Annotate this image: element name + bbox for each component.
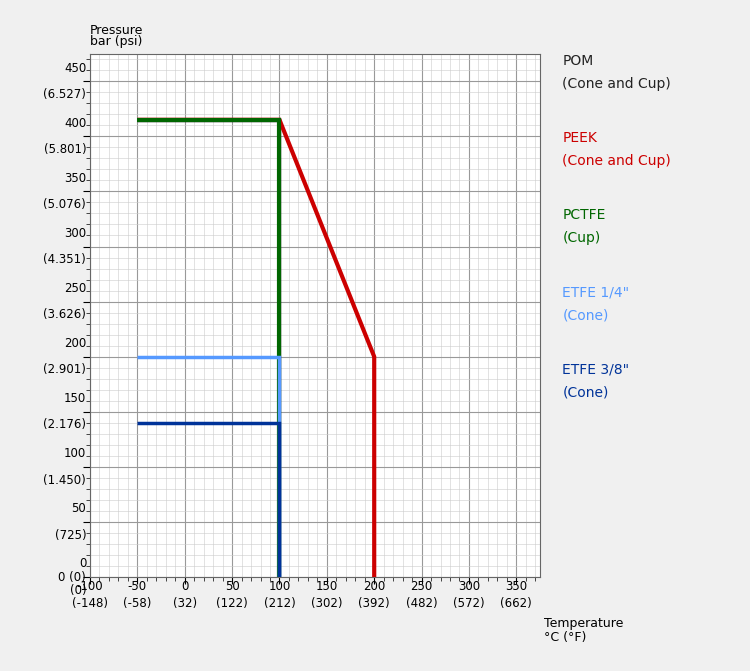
Text: 450: 450 xyxy=(64,62,86,74)
Text: ETFE 1/4": ETFE 1/4" xyxy=(562,285,630,299)
Text: (5.801): (5.801) xyxy=(44,143,86,156)
Text: (212): (212) xyxy=(263,597,296,610)
Text: (Cone): (Cone) xyxy=(562,386,609,400)
Text: 350: 350 xyxy=(506,580,527,593)
Text: (Cup): (Cup) xyxy=(562,231,601,246)
Text: 100: 100 xyxy=(64,447,86,460)
Text: (32): (32) xyxy=(172,597,196,610)
Text: (-148): (-148) xyxy=(72,597,108,610)
Text: Pressure: Pressure xyxy=(90,24,143,37)
Text: (3.626): (3.626) xyxy=(44,308,86,321)
Text: -100: -100 xyxy=(76,580,104,593)
Text: (-58): (-58) xyxy=(123,597,152,610)
Text: °C (°F): °C (°F) xyxy=(544,631,586,643)
Text: 200: 200 xyxy=(363,580,386,593)
Text: (392): (392) xyxy=(358,597,390,610)
Text: PCTFE: PCTFE xyxy=(562,208,606,222)
Text: (4.351): (4.351) xyxy=(44,253,86,266)
Text: 50: 50 xyxy=(225,580,239,593)
Text: -50: -50 xyxy=(128,580,147,593)
Text: (0): (0) xyxy=(70,584,86,597)
Text: 200: 200 xyxy=(64,337,86,350)
Text: bar (psi): bar (psi) xyxy=(90,36,142,48)
Text: (Cone and Cup): (Cone and Cup) xyxy=(562,77,671,91)
Text: POM: POM xyxy=(562,54,594,68)
Text: (5.076): (5.076) xyxy=(44,198,86,211)
Text: 0: 0 xyxy=(181,580,188,593)
Text: (2.901): (2.901) xyxy=(44,364,86,376)
Text: 300: 300 xyxy=(64,227,86,240)
Text: 150: 150 xyxy=(64,392,86,405)
Text: (2.176): (2.176) xyxy=(44,419,86,431)
Text: ETFE 3/8": ETFE 3/8" xyxy=(562,362,630,376)
Text: 0 (0): 0 (0) xyxy=(58,570,86,584)
Text: (1.450): (1.450) xyxy=(44,474,86,486)
Text: (725): (725) xyxy=(55,529,86,541)
Text: 400: 400 xyxy=(64,117,86,130)
Text: 250: 250 xyxy=(64,282,86,295)
Text: 150: 150 xyxy=(316,580,338,593)
Text: 350: 350 xyxy=(64,172,86,185)
Text: (122): (122) xyxy=(216,597,248,610)
Text: 50: 50 xyxy=(71,503,86,515)
Text: (6.527): (6.527) xyxy=(44,88,86,101)
Text: Temperature: Temperature xyxy=(544,617,623,630)
Text: 0: 0 xyxy=(79,558,86,570)
Text: 100: 100 xyxy=(268,580,290,593)
Text: (482): (482) xyxy=(406,597,437,610)
Text: (572): (572) xyxy=(453,597,484,610)
Text: 300: 300 xyxy=(458,580,480,593)
Text: (662): (662) xyxy=(500,597,532,610)
Text: PEEK: PEEK xyxy=(562,131,597,145)
Text: 250: 250 xyxy=(410,580,433,593)
Text: (302): (302) xyxy=(311,597,343,610)
Text: (Cone and Cup): (Cone and Cup) xyxy=(562,154,671,168)
Text: (Cone): (Cone) xyxy=(562,309,609,323)
